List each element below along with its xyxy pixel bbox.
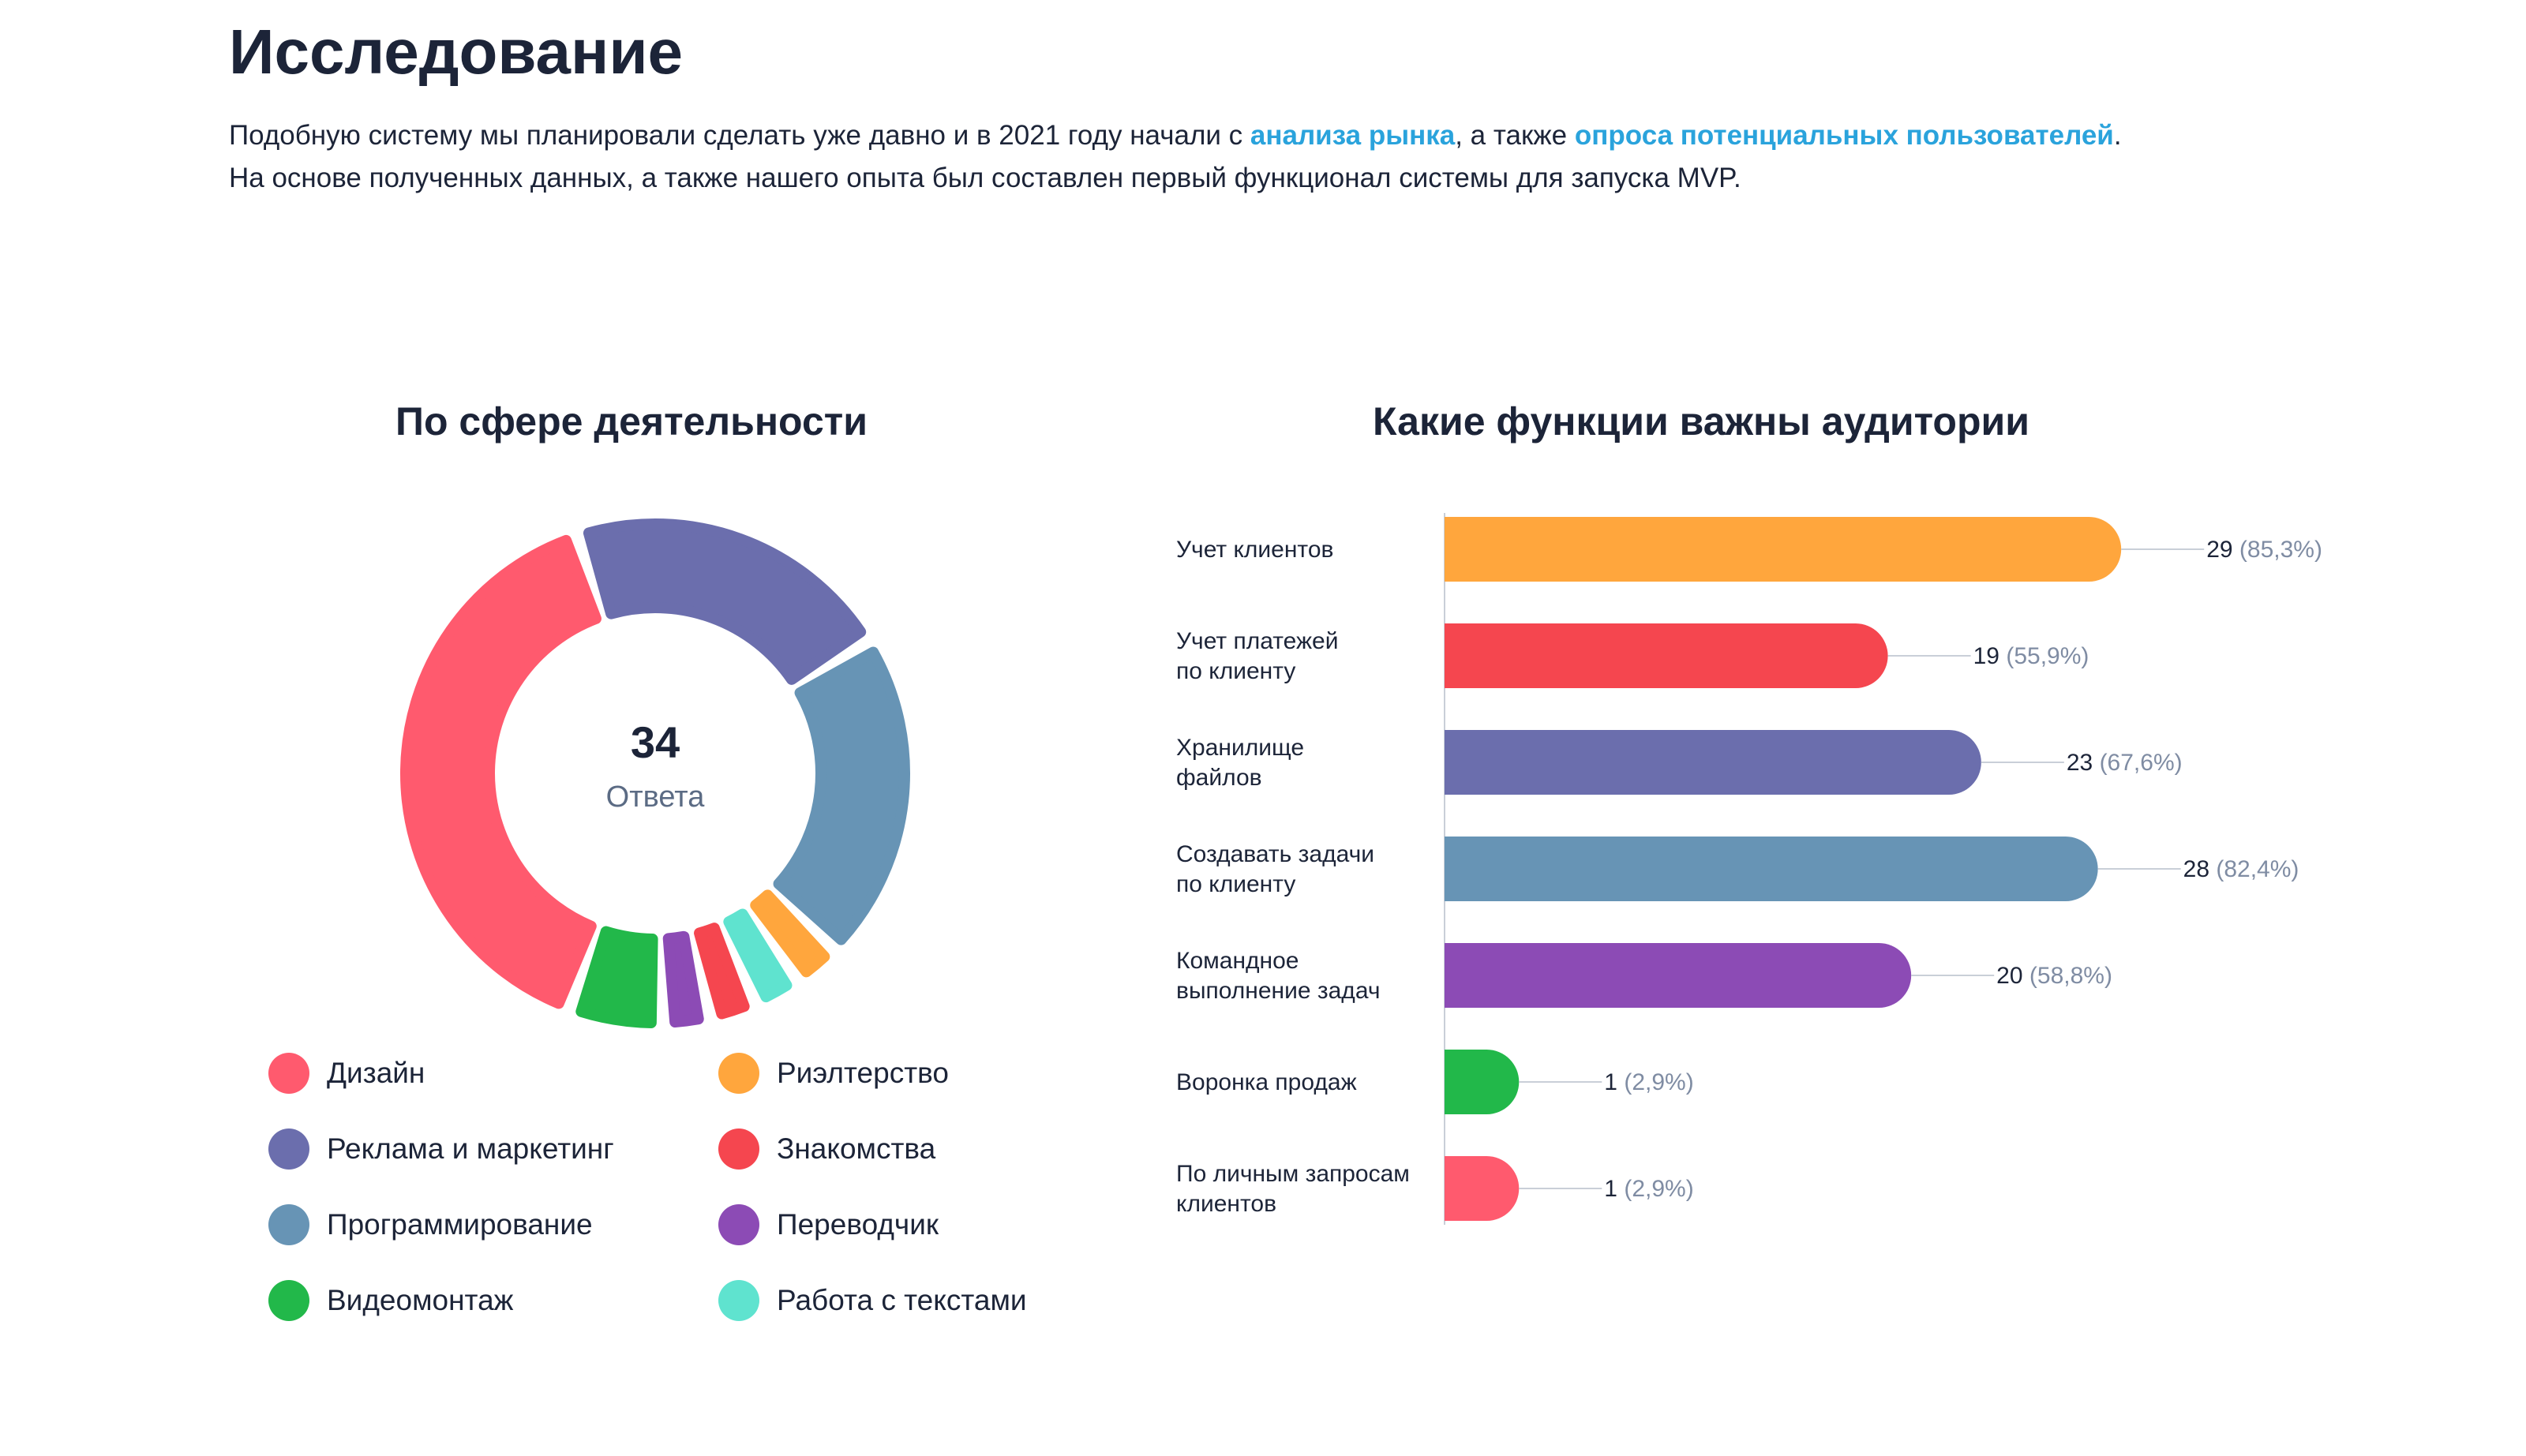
legend-item: Работа с текстами (718, 1277, 1027, 1324)
intro-text-part: . (2113, 120, 2122, 151)
donut-chart: 34 Ответа (400, 518, 910, 1028)
legend-swatch (268, 1204, 309, 1245)
legend-swatch (718, 1280, 759, 1321)
bar-value-label: 19 (55,9%) (1973, 643, 2089, 669)
intro-text-part: , а также (1455, 120, 1575, 151)
legend-swatch (718, 1128, 759, 1170)
bar-category-label: По личным запросам клиентов (1176, 1161, 1410, 1217)
donut-slice (400, 534, 602, 1009)
legend-swatch (268, 1128, 309, 1170)
bar-category-label: Хранилище файлов (1176, 735, 1304, 791)
bar-category-label: Командное выполнение задач (1176, 948, 1380, 1004)
legend-swatch (268, 1053, 309, 1094)
bar-category-label: Учет платежей по клиенту (1176, 628, 1339, 684)
bar-value-label: 28 (82,4%) (2183, 856, 2299, 882)
legend-item: Программирование (268, 1201, 593, 1248)
market-analysis-link[interactable]: анализа рынка (1250, 120, 1456, 151)
legend-label: Риэлтерство (777, 1057, 949, 1089)
bar-category-label: Воронка продаж (1176, 1069, 1357, 1095)
donut-slice (575, 926, 658, 1028)
bar (1445, 517, 2122, 582)
bar-value-label: 29 (85,3%) (2206, 537, 2322, 563)
bar-category-label: Учет клиентов (1176, 537, 1333, 563)
donut-slice (662, 930, 704, 1027)
legend-label: Программирование (327, 1208, 593, 1241)
legend-item: Дизайн (268, 1050, 425, 1097)
bar-category-label: Создавать задачи по клиенту (1176, 841, 1374, 897)
bar (1445, 943, 1912, 1008)
legend-item: Знакомства (718, 1125, 935, 1173)
legend-label: Работа с текстами (777, 1284, 1027, 1316)
legend-label: Реклама и маркетинг (327, 1132, 614, 1165)
intro-text: Подобную систему мы планировали сделать … (229, 114, 2360, 200)
bar (1445, 730, 1981, 795)
donut-slice (723, 908, 793, 1003)
bar-value-label: 23 (67,6%) (2067, 750, 2183, 776)
bar-chart-title: Какие функции важны аудитории (1373, 399, 2029, 444)
bar-value-label: 1 (2,9%) (1604, 1176, 1693, 1202)
legend-label: Видеомонтаж (327, 1284, 514, 1316)
legend-label: Дизайн (327, 1057, 425, 1089)
legend-label: Знакомства (777, 1132, 936, 1165)
bar (1445, 623, 1888, 688)
donut-chart-title: По сфере деятельности (395, 399, 868, 444)
legend-item: Переводчик (718, 1201, 939, 1248)
bar-value-label: 1 (2,9%) (1604, 1069, 1693, 1095)
legend-swatch (268, 1280, 309, 1321)
legend-swatch (718, 1204, 759, 1245)
bar-value-label: 20 (58,8%) (1996, 963, 2112, 989)
donut-center-label: Ответа (606, 780, 706, 814)
legend-item: Реклама и маркетинг (268, 1125, 614, 1173)
bar (1445, 1050, 1520, 1114)
legend-swatch (718, 1053, 759, 1094)
legend-label: Переводчик (777, 1208, 939, 1241)
intro-text-part: Подобную систему мы планировали сделать … (229, 120, 1250, 151)
user-survey-link[interactable]: опроса потенциальных пользователей (1574, 120, 2114, 151)
donut-slice (750, 889, 830, 978)
donut-slice (694, 923, 750, 1020)
page-title: Исследование (229, 17, 683, 87)
bar (1445, 1156, 1520, 1221)
donut-slice (583, 518, 867, 685)
donut-slice (773, 646, 910, 945)
bar (1445, 837, 2098, 901)
legend-item: Риэлтерство (718, 1050, 949, 1097)
bar-chart: Учет клиентов 29 (85,3%) Учет платежей по к… (1176, 513, 2322, 1225)
legend-item: Видеомонтаж (268, 1277, 513, 1324)
intro-text-line2: На основе полученных данных, а также наш… (229, 163, 1741, 193)
donut-center-value: 34 (631, 717, 680, 767)
